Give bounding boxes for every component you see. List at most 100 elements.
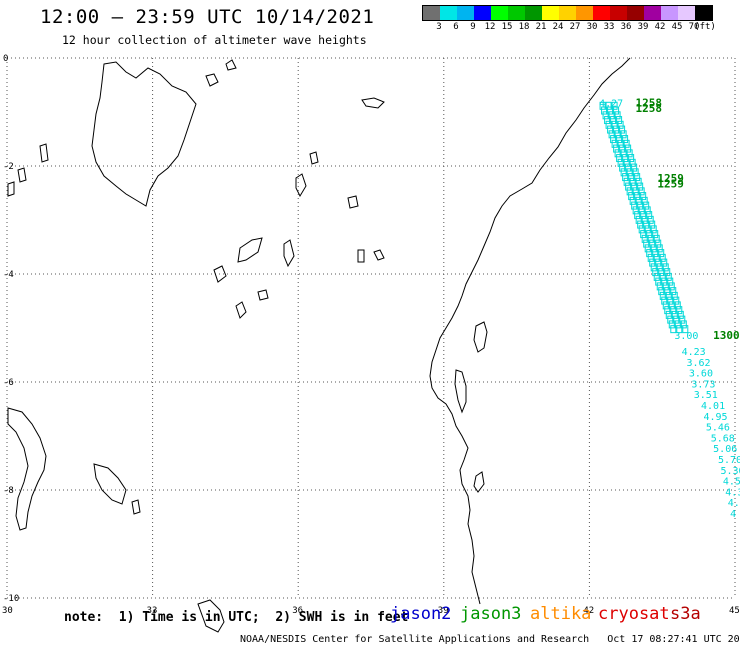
lon-tick-label: 45 [729, 606, 740, 616]
swh-digit-mark [640, 192, 647, 201]
colorbar-tick-label: 42 [654, 22, 666, 32]
colorbar-swatch [593, 6, 610, 20]
swh-digit-mark [659, 291, 666, 300]
swh-digit-mark [604, 116, 611, 125]
swh-digit-mark [622, 173, 629, 182]
swh-digit-mark [629, 158, 636, 167]
swh-digit-mark [617, 139, 624, 148]
swh-digit-mark [664, 287, 671, 296]
swh-digit-mark [610, 116, 617, 125]
mafia-island [473, 471, 485, 493]
lake-natron [295, 173, 307, 198]
colorbar-tick-label: 27 [569, 22, 581, 32]
swh-digit-mark [631, 163, 638, 172]
colorbar-tick-label: 45 [671, 22, 683, 32]
swh-digit-mark [629, 196, 636, 205]
swh-digit-mark [643, 220, 650, 229]
track-time-label: 1259 [657, 172, 684, 185]
swh-digit-mark [653, 272, 660, 281]
swh-digit-mark [670, 287, 677, 296]
swh-digit-mark [632, 206, 639, 215]
swh-digit-mark [611, 139, 618, 148]
swh-digit-mark [602, 111, 609, 120]
swh-digit-mark [635, 196, 642, 205]
swh-digit-mark [667, 315, 674, 324]
lake-small [257, 289, 269, 301]
swh-digit-mark [652, 249, 659, 258]
swh-digit-mark [628, 192, 635, 201]
swh-digit-mark [637, 201, 644, 210]
satellite-legend-altika: altika [530, 604, 592, 624]
colorbar-swatch [423, 6, 440, 20]
lat-tick-label: -4 [3, 270, 14, 280]
swh-digit-mark [650, 263, 657, 272]
swh-digit-mark [653, 234, 660, 243]
swh-digit-mark [628, 173, 635, 182]
colorbar-swatch [508, 6, 525, 20]
swh-digit-mark [665, 272, 672, 281]
lat-lon-grid [6, 57, 736, 599]
colorbar-swatch [644, 6, 661, 20]
swh-digit-mark [613, 144, 620, 153]
swh-digit-mark [614, 130, 621, 139]
lake-small [213, 265, 227, 283]
swh-digit-mark [617, 120, 624, 129]
swh-digit-mark [599, 101, 606, 110]
swh-observation-label: 3.62 [686, 358, 710, 369]
swh-digit-mark [646, 211, 653, 220]
swh-digit-mark [655, 277, 662, 286]
altimeter-tracks: 4.27 3.00 4.233.623.603.733.514.014.955.46… [599, 97, 740, 520]
track-time-label: 1259 [657, 178, 684, 191]
colorbar-swatch [695, 6, 712, 20]
swh-digit-mark [619, 125, 626, 134]
swh-digit-mark [614, 149, 621, 158]
swh-digit-mark [650, 225, 657, 234]
swh-digit-mark [634, 173, 641, 182]
lake-island [205, 73, 219, 87]
lat-tick-label: -10 [3, 594, 19, 604]
lon-tick-label: 42 [583, 606, 594, 616]
swh-digit-mark [614, 111, 621, 120]
swh-digit-mark [677, 310, 684, 319]
lake-manyara [283, 239, 295, 268]
swh-digit-mark [671, 310, 678, 319]
lake-small [347, 195, 359, 209]
colorbar-swatch [491, 6, 508, 20]
colorbar-tick-label: 18 [518, 22, 530, 32]
swh-digit-mark [667, 277, 674, 286]
swh-digit-mark [608, 111, 615, 120]
swh-digit-mark [658, 268, 665, 277]
swh-digit-mark [662, 301, 669, 310]
swh-digit-mark [650, 244, 657, 253]
swh-digit-mark [629, 177, 636, 186]
swh-digit-mark [664, 268, 671, 277]
swh-digit-mark [661, 277, 668, 286]
swh-digit-mark [610, 135, 617, 144]
swh-observation-label: 3.73 [691, 379, 715, 390]
swh-digit-mark [649, 239, 656, 248]
swh-digit-mark [616, 154, 623, 163]
mainland-coastline [429, 57, 631, 605]
swh-digit-mark [664, 306, 671, 315]
lake-island [225, 59, 237, 71]
swh-digit-mark [619, 163, 626, 172]
lat-tick-label: 0 [3, 54, 8, 64]
swh-observation-label: 5.30 [720, 466, 740, 477]
swh-digit-mark [635, 177, 642, 186]
swh-digit-mark [637, 220, 644, 229]
swh-digit-mark [634, 211, 641, 220]
swh-digit-mark [668, 282, 675, 291]
swh-digit-mark [673, 296, 680, 305]
swh-observation-label: 5.06 [713, 444, 737, 455]
swh-digit-mark [674, 301, 681, 310]
swh-digit-mark [643, 239, 650, 248]
swh-digit-mark [611, 101, 618, 110]
swh-digit-mark [655, 258, 662, 267]
swh-digit-mark [617, 158, 624, 167]
swh-digit-mark [605, 120, 612, 129]
colorbar-tick-label: 39 [637, 22, 649, 32]
swh-digit-mark [676, 306, 683, 315]
swh-observation-label: 4.54 [723, 477, 740, 488]
lake-small [7, 181, 15, 197]
swh-digit-mark [638, 225, 645, 234]
